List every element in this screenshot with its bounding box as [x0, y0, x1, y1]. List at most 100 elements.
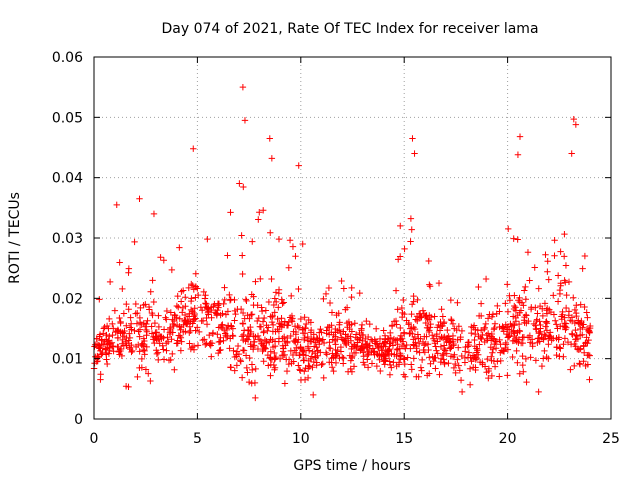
data-point	[136, 348, 143, 355]
data-point	[252, 394, 259, 402]
data-point	[138, 355, 146, 363]
data-point	[479, 361, 486, 368]
data-point	[155, 323, 163, 331]
data-point	[191, 311, 198, 319]
data-point	[292, 328, 300, 336]
data-point	[516, 294, 523, 302]
data-point	[360, 359, 367, 366]
data-point	[398, 304, 406, 312]
data-point	[297, 315, 305, 323]
data-point	[231, 317, 238, 324]
data-point	[450, 364, 458, 372]
data-point	[264, 327, 271, 335]
data-point	[141, 337, 148, 345]
data-point	[386, 340, 393, 347]
data-point	[202, 341, 209, 348]
data-point	[333, 352, 340, 359]
data-point	[106, 315, 113, 323]
data-point	[178, 288, 185, 295]
data-point	[243, 297, 250, 305]
data-point	[458, 327, 466, 335]
data-point	[215, 324, 222, 331]
data-point	[340, 285, 348, 292]
data-point	[267, 372, 274, 379]
data-point	[480, 325, 488, 333]
data-point	[522, 355, 530, 363]
data-point	[342, 331, 349, 338]
data-point	[521, 313, 528, 321]
data-point	[427, 320, 434, 328]
data-point	[224, 308, 232, 315]
data-point	[294, 338, 301, 346]
data-point	[333, 311, 340, 319]
data-point	[173, 302, 181, 310]
data-point	[241, 315, 248, 322]
data-point	[237, 358, 245, 365]
data-point	[447, 345, 454, 352]
data-point	[147, 377, 154, 385]
data-point	[421, 342, 428, 349]
data-point	[351, 342, 359, 350]
data-point	[485, 374, 492, 382]
data-point	[273, 298, 280, 306]
data-point	[116, 314, 123, 322]
data-point	[418, 367, 425, 374]
data-point	[136, 326, 144, 333]
data-point	[557, 345, 564, 352]
data-point	[572, 336, 579, 343]
data-point	[374, 343, 382, 351]
data-point	[116, 259, 123, 266]
data-point	[510, 337, 518, 345]
data-point	[419, 338, 427, 346]
data-point	[358, 327, 365, 334]
data-point	[400, 342, 408, 350]
data-point	[577, 301, 584, 308]
data-point	[109, 320, 116, 328]
data-point	[538, 362, 546, 370]
data-point	[295, 285, 302, 293]
data-point	[267, 348, 274, 355]
data-point	[316, 329, 323, 336]
data-point	[560, 341, 567, 348]
data-point	[271, 342, 279, 350]
data-point	[534, 339, 541, 346]
data-point	[174, 337, 181, 344]
data-point	[491, 324, 498, 332]
data-point	[201, 336, 208, 343]
y-axis: 0 0.01 0.02 0.03 0.04 0.05 0.06	[52, 50, 611, 428]
data-point	[408, 310, 415, 318]
data-point	[489, 349, 496, 356]
data-point	[455, 344, 462, 351]
data-point	[491, 340, 498, 348]
data-point	[144, 317, 151, 324]
data-point	[325, 344, 333, 352]
data-point	[200, 288, 208, 296]
data-point	[295, 324, 303, 331]
data-point	[266, 354, 274, 361]
data-point	[109, 331, 116, 339]
data-point	[420, 346, 427, 354]
data-point	[246, 354, 253, 362]
data-point	[500, 347, 507, 354]
data-point	[386, 371, 394, 378]
data-point	[217, 334, 224, 341]
data-point	[439, 313, 447, 320]
data-point	[302, 364, 309, 372]
data-point	[477, 300, 485, 307]
data-point	[448, 317, 455, 324]
data-point	[313, 359, 320, 366]
data-point	[410, 298, 417, 305]
data-point	[352, 334, 359, 341]
plot-frame	[93, 56, 612, 420]
data-point	[257, 275, 264, 283]
data-point	[257, 337, 265, 345]
data-point	[393, 321, 400, 328]
data-point	[101, 323, 108, 331]
data-point	[410, 292, 417, 300]
data-point	[424, 372, 431, 379]
data-point	[504, 308, 512, 315]
data-point	[539, 312, 547, 320]
data-point	[250, 342, 258, 349]
data-point	[570, 294, 577, 301]
data-point	[345, 318, 353, 326]
